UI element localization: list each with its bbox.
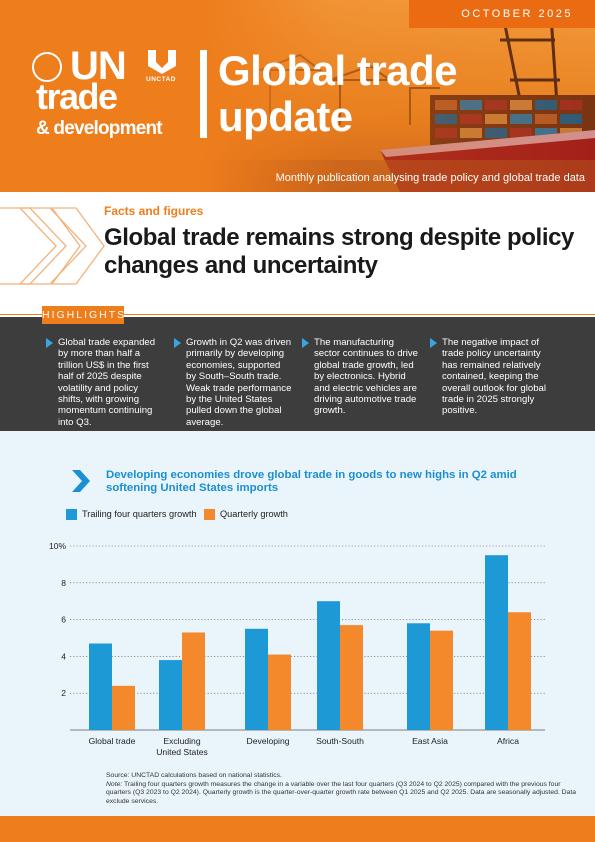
y-tick-label: 10% bbox=[49, 541, 66, 551]
highlight-text: The manufacturing sector continues to dr… bbox=[314, 337, 418, 417]
un-trade-development-logo: UN trade & development UNCTAD bbox=[28, 44, 188, 140]
date-tab: OCTOBER 2025 bbox=[409, 0, 595, 28]
bar-trailing bbox=[485, 555, 508, 730]
x-tick-label: Global trade bbox=[89, 736, 136, 746]
bullet-triangle-icon bbox=[302, 338, 309, 348]
bullet-triangle-icon bbox=[46, 338, 53, 348]
logo-un-text: UN bbox=[70, 44, 127, 88]
bullet-triangle-icon bbox=[430, 338, 437, 348]
header-banner: OCTOBER 2025 UN trade & development UNCT… bbox=[0, 0, 595, 192]
y-tick-label: 4 bbox=[61, 651, 66, 661]
bar-quarterly bbox=[340, 625, 363, 730]
legend-swatch bbox=[204, 509, 215, 520]
bar-trailing bbox=[89, 643, 112, 730]
unctad-label: UNCTAD bbox=[146, 76, 176, 83]
x-tick-label: Developing bbox=[247, 736, 290, 746]
title-divider bbox=[200, 50, 207, 138]
bullet-triangle-icon bbox=[174, 338, 181, 348]
bar-quarterly bbox=[430, 630, 453, 730]
chart-title: Developing economies drove global trade … bbox=[106, 469, 517, 494]
x-tick-label: United States bbox=[156, 747, 208, 757]
legend-label: Quarterly growth bbox=[220, 509, 288, 519]
chevron-right-icon bbox=[72, 470, 90, 492]
section-kicker: Facts and figures bbox=[104, 204, 204, 218]
chart-source: Source: UNCTAD calculations based on nat… bbox=[106, 772, 576, 806]
footer-bar bbox=[0, 816, 595, 842]
y-tick-label: 6 bbox=[61, 615, 66, 625]
bar-trailing bbox=[317, 601, 340, 730]
headline: Global trade remains strong despite poli… bbox=[104, 224, 574, 279]
highlight-item: The negative impact of trade policy unce… bbox=[430, 337, 554, 417]
bar-quarterly bbox=[182, 632, 205, 730]
highlights-rule bbox=[0, 314, 595, 315]
highlights-label: HIGHLIGHTS bbox=[42, 306, 124, 324]
legend-label: Trailing four quarters growth bbox=[82, 509, 197, 519]
highlight-text: Growth in Q2 was driven primarily by dev… bbox=[186, 337, 292, 428]
x-tick-label: South-South bbox=[316, 736, 364, 746]
source-line: Source: UNCTAD calculations based on nat… bbox=[106, 772, 282, 779]
chevron-decoration-icon bbox=[0, 207, 105, 285]
highlight-text: Global trade expanded by more than half … bbox=[58, 337, 156, 428]
bar-trailing bbox=[407, 623, 430, 730]
publication-title: Global trade update bbox=[218, 47, 458, 140]
port-photo bbox=[200, 0, 595, 192]
note-lead: Note: bbox=[106, 780, 123, 788]
title-line-2: update bbox=[218, 93, 353, 140]
bar-quarterly bbox=[268, 654, 291, 730]
bar-quarterly bbox=[112, 685, 135, 730]
un-emblem-icon bbox=[32, 52, 62, 82]
issue-date: OCTOBER 2025 bbox=[461, 8, 573, 20]
x-tick-label: Excluding bbox=[163, 736, 200, 746]
x-tick-label: East Asia bbox=[412, 736, 448, 746]
legend-swatch bbox=[66, 509, 77, 520]
logo-development-text: & development bbox=[36, 118, 163, 139]
bar-trailing bbox=[159, 660, 182, 730]
highlight-item: The manufacturing sector continues to dr… bbox=[302, 337, 420, 417]
y-tick-label: 8 bbox=[61, 578, 66, 588]
highlight-text: The negative impact of trade policy unce… bbox=[442, 337, 546, 417]
logo-trade-text: trade bbox=[36, 76, 118, 117]
highlights-band bbox=[0, 317, 595, 431]
title-line-1: Global trade bbox=[218, 47, 458, 94]
bar-trailing bbox=[245, 628, 268, 730]
y-tick-label: 2 bbox=[61, 688, 66, 698]
highlight-item: Global trade expanded by more than half … bbox=[46, 337, 164, 428]
highlight-item: Growth in Q2 was driven primarily by dev… bbox=[174, 337, 292, 428]
publication-subtitle: Monthly publication analysing trade poli… bbox=[275, 172, 585, 184]
bar-quarterly bbox=[508, 612, 531, 730]
note-text: Trailing four quarters growth measures t… bbox=[106, 780, 577, 805]
x-tick-label: Africa bbox=[497, 736, 519, 746]
note-line: Note: Trailing four quarters growth meas… bbox=[106, 781, 576, 807]
unctad-mark-icon bbox=[148, 50, 176, 74]
